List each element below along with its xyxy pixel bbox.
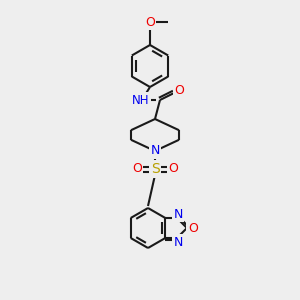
Text: O: O — [145, 16, 155, 28]
Text: O: O — [168, 163, 178, 176]
Text: N: N — [173, 208, 183, 220]
Text: S: S — [151, 162, 159, 176]
Text: N: N — [150, 145, 160, 158]
Text: O: O — [188, 221, 198, 235]
Text: N: N — [173, 236, 183, 248]
Text: O: O — [174, 83, 184, 97]
Text: NH: NH — [132, 94, 150, 106]
Text: O: O — [132, 163, 142, 176]
